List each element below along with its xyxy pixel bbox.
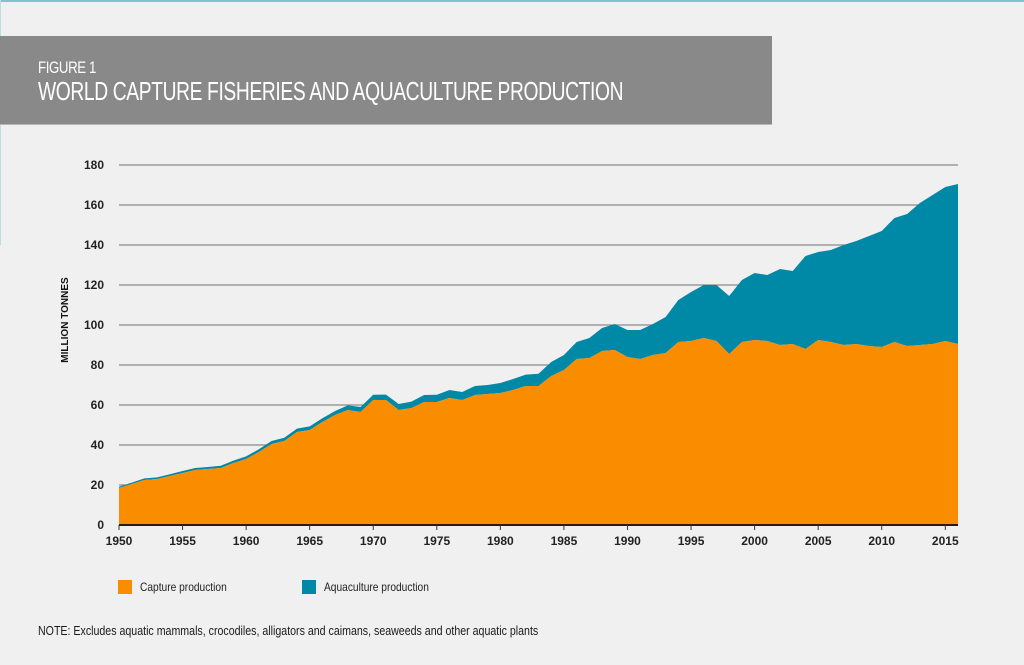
y-tick-label-140: 140 (84, 238, 104, 252)
x-tick-label-1980: 1980 (487, 534, 514, 548)
figure-number: FIGURE 1 (38, 58, 97, 77)
legend-swatch-aquaculture (302, 580, 317, 594)
x-tick-label-2005: 2005 (805, 534, 832, 548)
x-tick-label-1950: 1950 (106, 534, 133, 548)
y-tick-label-60: 60 (91, 398, 105, 412)
top-border (0, 0, 1024, 2)
y-axis-title: MILLION TONNES (60, 277, 71, 363)
y-tick-label-0: 0 (97, 518, 104, 532)
y-tick-label-120: 120 (84, 278, 104, 292)
x-tick-label-2015: 2015 (932, 534, 959, 548)
legend-item-aquaculture: Aquaculture production (302, 580, 447, 594)
x-tick-label-1965: 1965 (296, 534, 323, 548)
y-tick-label-40: 40 (91, 438, 105, 452)
area-series (119, 184, 958, 525)
axes: 0 20 40 60 80 100 120 140 160 180 1950 1955 1960 1965… (84, 158, 959, 548)
footnote: NOTE: Excludes aquatic mammals, crocodil… (38, 624, 539, 638)
figure-title: WORLD CAPTURE FISHERIES AND AQUACULTURE … (38, 76, 624, 106)
figure-header: FIGURE 1 WORLD CAPTURE FISHERIES AND AQU… (0, 36, 772, 125)
legend-label-aquaculture: Aquaculture production (324, 580, 429, 594)
y-tick-label-160: 160 (84, 198, 104, 212)
legend: Capture production Aquaculture productio… (118, 580, 488, 594)
x-tick-label-1995: 1995 (678, 534, 705, 548)
x-tick-label-1970: 1970 (360, 534, 387, 548)
x-tick-label-1960: 1960 (233, 534, 260, 548)
y-tick-label-180: 180 (84, 158, 104, 172)
x-tick-label-1975: 1975 (423, 534, 450, 548)
legend-swatch-capture (118, 580, 132, 594)
area-aquaculture-production (119, 184, 958, 488)
x-tick-label-1985: 1985 (551, 534, 578, 548)
legend-label-capture: Capture production (140, 580, 227, 594)
area-capture-production (119, 338, 958, 525)
x-tick-label-2010: 2010 (868, 534, 895, 548)
y-tick-label-80: 80 (91, 358, 105, 372)
y-tick-label-100: 100 (84, 318, 104, 332)
x-tick-label-1955: 1955 (169, 534, 196, 548)
x-tick-label-2000: 2000 (741, 534, 768, 548)
x-tick-label-1990: 1990 (614, 534, 641, 548)
y-tick-label-20: 20 (91, 478, 105, 492)
legend-item-capture: Capture production (118, 580, 242, 594)
